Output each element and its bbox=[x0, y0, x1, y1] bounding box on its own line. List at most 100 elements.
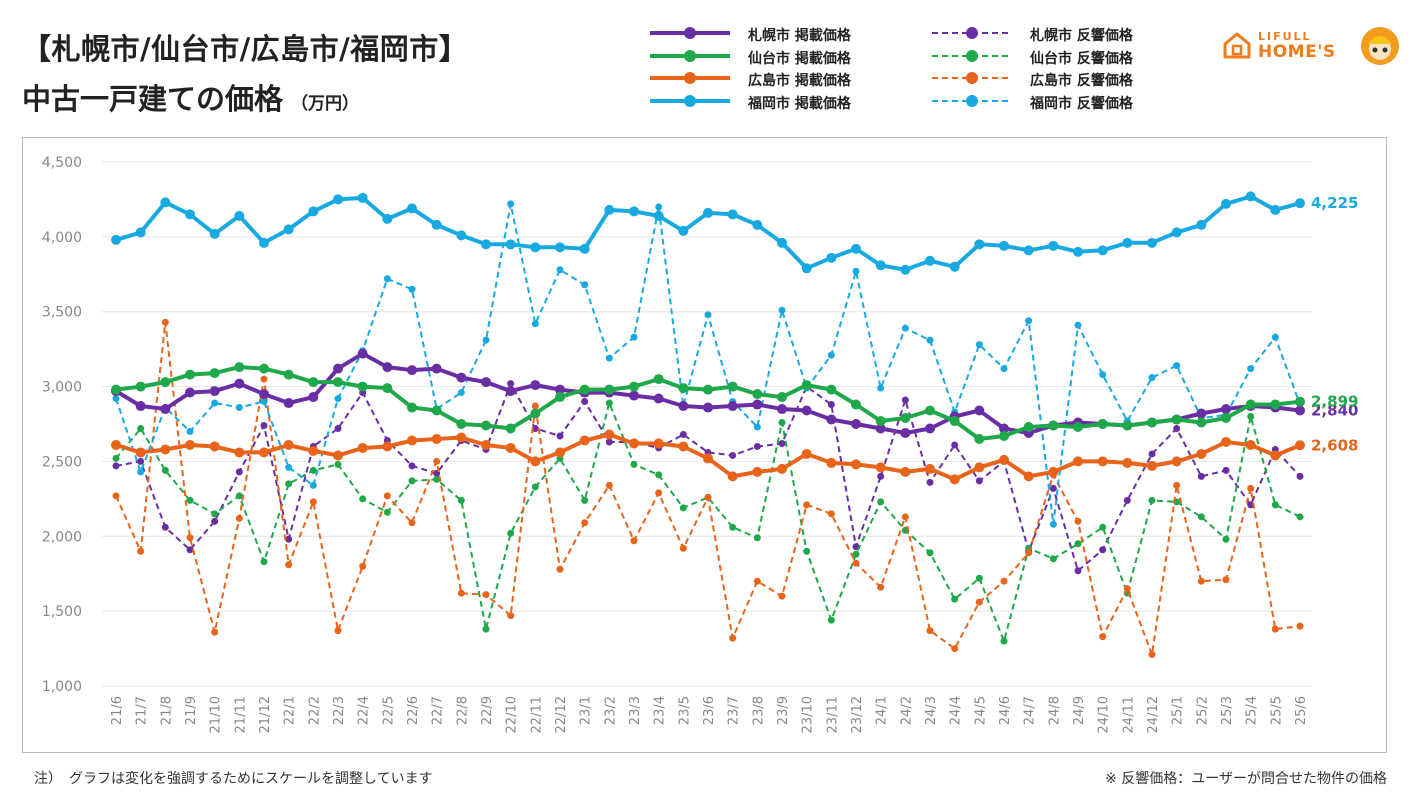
data-point bbox=[951, 441, 959, 449]
data-point bbox=[334, 627, 342, 635]
chart-title-line2: 中古一戸建ての価格 （万円） bbox=[22, 76, 359, 118]
data-point bbox=[678, 401, 689, 412]
data-point bbox=[308, 392, 319, 403]
x-tick-label: 24/11 bbox=[1121, 696, 1136, 733]
data-point bbox=[1122, 457, 1133, 468]
data-point bbox=[283, 224, 294, 235]
x-tick-label: 23/3 bbox=[628, 696, 643, 725]
data-point bbox=[975, 341, 983, 349]
data-point bbox=[704, 311, 712, 319]
data-point bbox=[729, 523, 737, 531]
data-point bbox=[703, 453, 713, 464]
data-point bbox=[555, 392, 565, 403]
legend-label: 福岡市 掲載価格 bbox=[748, 95, 851, 112]
data-point bbox=[1270, 399, 1281, 410]
data-point bbox=[900, 264, 911, 275]
data-point bbox=[556, 432, 564, 440]
data-point bbox=[382, 383, 393, 394]
data-point bbox=[359, 495, 367, 503]
x-tick-label: 24/5 bbox=[973, 696, 988, 725]
legend-label: 仙台市 掲載価格 bbox=[748, 50, 851, 67]
data-point bbox=[1099, 633, 1107, 641]
series-line bbox=[115, 321, 1301, 656]
data-point bbox=[877, 472, 885, 480]
data-point bbox=[777, 392, 787, 403]
data-point bbox=[433, 475, 441, 483]
data-point bbox=[507, 380, 515, 388]
data-point bbox=[531, 320, 539, 328]
data-point bbox=[1171, 227, 1182, 238]
data-point bbox=[1221, 404, 1231, 415]
data-point bbox=[135, 227, 146, 238]
data-point bbox=[629, 381, 639, 392]
data-point bbox=[1196, 448, 1207, 459]
data-point bbox=[604, 429, 615, 440]
x-tick-label: 22/5 bbox=[381, 696, 396, 725]
data-point bbox=[111, 384, 121, 395]
data-point bbox=[679, 504, 687, 512]
data-point bbox=[875, 423, 886, 434]
data-point bbox=[235, 514, 243, 522]
x-tick-label: 22/2 bbox=[307, 696, 322, 725]
legend-swatch bbox=[650, 94, 730, 107]
data-point bbox=[851, 243, 861, 254]
data-point bbox=[283, 369, 294, 380]
data-point bbox=[1221, 198, 1231, 209]
x-tick-label: 23/12 bbox=[850, 696, 865, 733]
data-point bbox=[259, 389, 269, 400]
data-point bbox=[456, 419, 467, 429]
data-point bbox=[556, 266, 564, 274]
data-point bbox=[729, 451, 737, 459]
data-point bbox=[653, 374, 664, 385]
data-point bbox=[581, 398, 589, 406]
legend-label: 札幌市 反響価格 bbox=[1030, 28, 1133, 44]
data-point bbox=[1147, 417, 1157, 428]
data-point bbox=[827, 616, 835, 624]
data-point bbox=[211, 628, 219, 636]
data-point bbox=[1173, 481, 1181, 489]
data-point bbox=[975, 598, 983, 606]
data-point bbox=[579, 243, 590, 254]
data-point bbox=[260, 375, 268, 383]
x-tick-label: 22/8 bbox=[455, 696, 470, 725]
x-tick-label: 21/6 bbox=[110, 696, 125, 725]
data-point bbox=[704, 493, 712, 501]
data-point bbox=[357, 348, 368, 359]
data-point bbox=[333, 450, 343, 461]
data-point bbox=[309, 466, 317, 474]
data-point bbox=[1025, 549, 1033, 557]
x-tick-label: 23/10 bbox=[801, 696, 816, 733]
x-tick-label: 25/2 bbox=[1195, 696, 1210, 725]
data-point bbox=[1074, 517, 1082, 525]
data-point bbox=[531, 424, 539, 432]
data-point bbox=[852, 550, 860, 558]
data-point bbox=[111, 439, 121, 450]
data-point bbox=[112, 462, 120, 470]
data-point bbox=[974, 462, 985, 473]
data-point bbox=[456, 372, 467, 383]
data-point bbox=[1122, 237, 1133, 248]
data-point bbox=[727, 381, 738, 392]
data-point bbox=[1270, 204, 1281, 215]
data-point bbox=[186, 496, 194, 504]
data-point bbox=[507, 529, 515, 537]
data-point bbox=[999, 454, 1009, 465]
x-tick-label: 25/1 bbox=[1171, 696, 1186, 725]
data-point bbox=[827, 351, 835, 359]
data-point bbox=[801, 263, 812, 274]
data-point bbox=[234, 447, 245, 458]
data-point bbox=[827, 401, 835, 409]
data-point bbox=[1048, 466, 1059, 477]
data-point bbox=[777, 404, 787, 415]
chart-title-main: 中古一戸建ての価格 bbox=[22, 82, 284, 116]
x-tick-label: 23/1 bbox=[579, 696, 594, 725]
legend-swatch bbox=[932, 94, 1012, 107]
x-tick-label: 25/6 bbox=[1294, 696, 1309, 725]
data-point bbox=[900, 466, 911, 477]
x-tick-label: 23/9 bbox=[776, 696, 791, 725]
data-point bbox=[283, 398, 294, 409]
data-point bbox=[530, 380, 541, 391]
x-tick-label: 23/11 bbox=[825, 696, 840, 733]
data-point bbox=[925, 423, 935, 434]
data-point bbox=[851, 459, 861, 470]
